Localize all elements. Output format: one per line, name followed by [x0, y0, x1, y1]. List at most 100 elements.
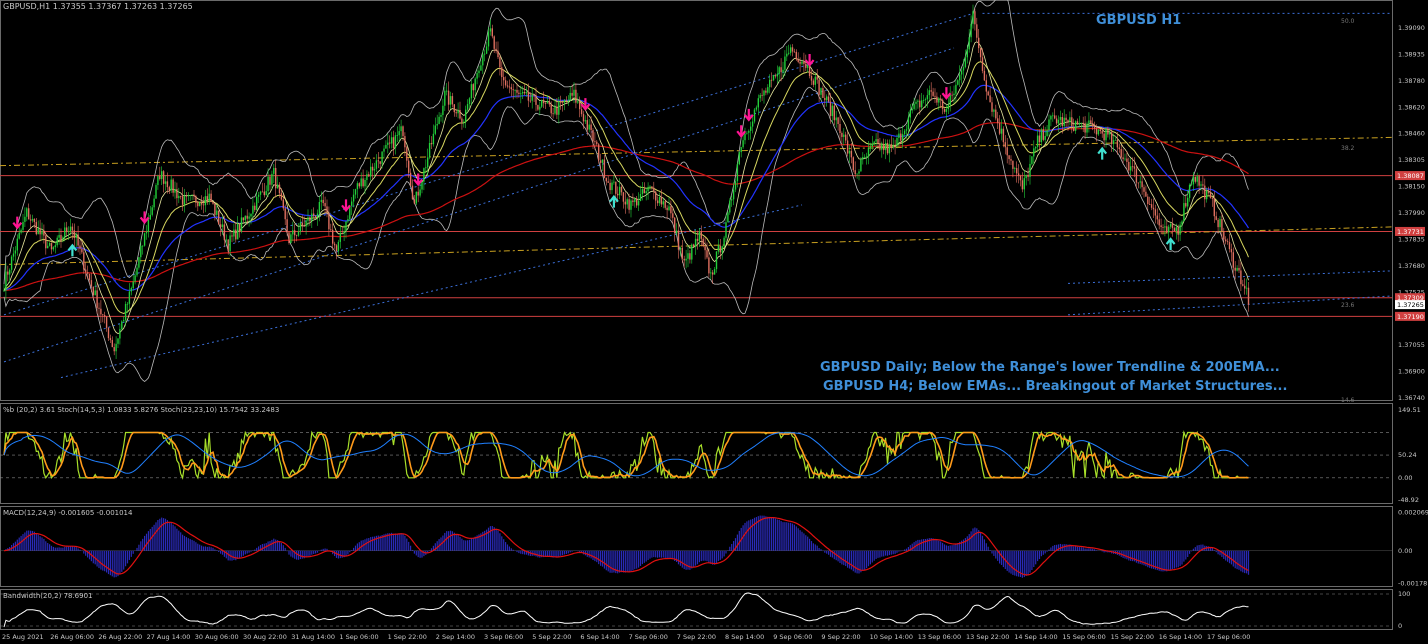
candle-body	[550, 104, 552, 114]
candle-body	[546, 101, 549, 104]
candle-body	[884, 142, 887, 151]
candle-body	[516, 89, 518, 93]
candle-body	[159, 176, 161, 180]
candle-body	[645, 191, 647, 194]
candle-body	[729, 200, 731, 213]
candle-body	[788, 52, 790, 54]
candle-body	[151, 207, 153, 215]
candle-body	[339, 233, 341, 242]
candle-body	[605, 177, 607, 182]
candle-body	[713, 269, 716, 275]
candle-body	[206, 196, 208, 202]
candle-body	[1228, 242, 1231, 250]
candle-body	[170, 179, 172, 191]
candle-body	[447, 90, 450, 105]
candle-body	[29, 219, 32, 221]
sell-arrow-icon	[341, 199, 351, 213]
candle-body	[252, 205, 254, 214]
candle-body	[485, 46, 488, 54]
candle-body	[1025, 174, 1027, 179]
candle-body	[48, 243, 51, 246]
candle-body	[1185, 203, 1187, 207]
candle-body	[489, 28, 492, 32]
candle-body	[966, 49, 968, 58]
candle-body	[16, 238, 18, 251]
candle-body	[618, 186, 621, 196]
candle-body	[662, 201, 664, 205]
candle-body	[666, 207, 668, 211]
price-badge-label: 1.37731	[1397, 228, 1424, 236]
candle-body	[225, 239, 227, 241]
candle-body	[719, 245, 721, 253]
candle-body	[822, 88, 824, 98]
candle-body	[1092, 123, 1094, 127]
candle-body	[26, 208, 28, 217]
candle-body	[723, 237, 725, 247]
candle-body	[991, 102, 993, 112]
candle-body	[1177, 227, 1179, 235]
candle-body	[962, 67, 965, 71]
candle-body	[1215, 216, 1217, 220]
candle-body	[900, 133, 902, 141]
price-badge-label: 1.37309	[1397, 294, 1424, 302]
candle-body	[1116, 139, 1119, 148]
candle-body	[708, 257, 710, 274]
candle-body	[41, 230, 43, 235]
candle-body	[539, 106, 541, 110]
candle-body	[1162, 227, 1164, 228]
trend-line-0	[3, 47, 955, 363]
candle-body	[1008, 155, 1010, 160]
candle-body	[233, 229, 235, 237]
main-panel-border	[0, 0, 1393, 401]
candle-body	[1232, 252, 1234, 268]
candle-body	[1067, 120, 1069, 123]
candle-body	[128, 291, 131, 304]
candle-body	[514, 89, 516, 91]
candle-body	[1010, 159, 1012, 161]
candle-body	[1054, 115, 1056, 119]
candle-body	[1145, 191, 1147, 197]
candle-body	[770, 79, 773, 81]
candle-body	[453, 104, 455, 113]
buy-arrow-icon	[1165, 237, 1176, 251]
candle-body	[1029, 163, 1031, 177]
candle-body	[993, 109, 995, 112]
candle-body	[1074, 121, 1077, 131]
candle-body	[24, 216, 26, 222]
candle-body	[1139, 181, 1141, 183]
candle-body	[96, 290, 98, 308]
candle-body	[1065, 117, 1067, 121]
candle-body	[347, 219, 349, 222]
candle-body	[377, 160, 379, 162]
candle-body	[846, 140, 849, 154]
candle-body	[590, 124, 592, 131]
candle-body	[922, 100, 925, 101]
candle-body	[613, 181, 615, 183]
candle-body	[772, 75, 775, 81]
candle-body	[183, 195, 186, 205]
bandwidth-panel	[0, 592, 1392, 628]
candle-body	[1084, 123, 1086, 133]
candle-body	[622, 192, 625, 202]
candle-body	[924, 99, 927, 101]
candle-body	[1063, 117, 1065, 126]
candle-body	[1230, 249, 1233, 253]
price-badge-label: 1.37190	[1397, 313, 1424, 321]
candle-body	[731, 199, 733, 201]
candle-body	[62, 237, 64, 240]
candle-body	[313, 213, 315, 216]
candle-body	[254, 205, 256, 210]
candle-body	[56, 237, 58, 246]
candle-body	[12, 253, 15, 257]
candle-body	[1050, 115, 1052, 120]
candle-body	[926, 95, 929, 100]
time-tick-label: 5 Sep 22:00	[532, 633, 571, 641]
candle-body	[710, 272, 712, 274]
candle-body	[1181, 221, 1183, 225]
candle-body	[617, 193, 619, 196]
candle-body	[261, 191, 264, 193]
candle-body	[322, 199, 324, 204]
candle-body	[736, 164, 739, 182]
candle-body	[784, 56, 786, 70]
candle-body	[732, 189, 735, 200]
